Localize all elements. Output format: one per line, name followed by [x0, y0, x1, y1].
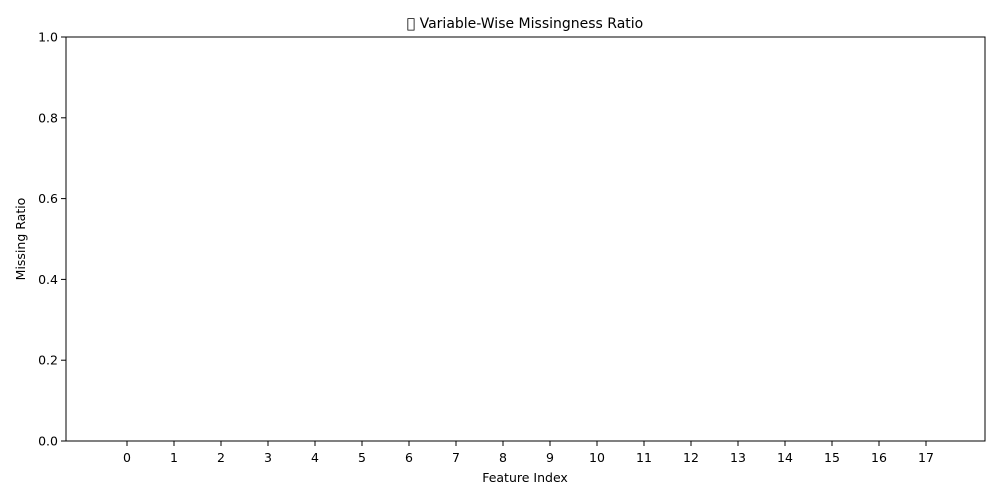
x-axis-ticks: 0 1 2 3 4 5 6 7 8 9 10 11 12 13 14 15 16 17 — [123, 441, 934, 465]
x-tick-label: 6 — [405, 450, 413, 465]
y-tick-label: 0.0 — [38, 434, 58, 449]
x-tick-label: 8 — [499, 450, 507, 465]
y-tick-label: 0.4 — [38, 272, 58, 287]
y-axis-ticks: 0.0 0.2 0.4 0.6 0.8 1.0 — [38, 30, 66, 449]
x-tick-label: 16 — [871, 450, 887, 465]
x-tick-label: 5 — [358, 450, 366, 465]
x-tick-label: 15 — [824, 450, 840, 465]
y-tick-label: 0.2 — [38, 353, 58, 368]
x-tick-label: 14 — [777, 450, 793, 465]
x-tick-label: 2 — [217, 450, 225, 465]
x-tick-label: 17 — [918, 450, 934, 465]
x-tick-label: 9 — [546, 450, 554, 465]
x-axis-label: Feature Index — [482, 470, 568, 485]
chart-title: 􀀀 Variable-Wise Missingness Ratio — [407, 16, 643, 32]
y-tick-label: 0.8 — [38, 110, 58, 125]
x-tick-label: 11 — [636, 450, 652, 465]
x-tick-label: 12 — [683, 450, 699, 465]
x-tick-label: 13 — [730, 450, 746, 465]
x-tick-label: 4 — [311, 450, 319, 465]
y-axis-label: Missing Ratio — [13, 198, 28, 281]
x-tick-label: 7 — [452, 450, 460, 465]
x-tick-label: 3 — [264, 450, 272, 465]
x-tick-label: 0 — [123, 450, 131, 465]
x-tick-label: 1 — [170, 450, 178, 465]
plot-frame — [65, 36, 986, 442]
x-tick-label: 10 — [589, 450, 605, 465]
y-tick-label: 1.0 — [38, 30, 58, 45]
y-tick-label: 0.6 — [38, 191, 58, 206]
